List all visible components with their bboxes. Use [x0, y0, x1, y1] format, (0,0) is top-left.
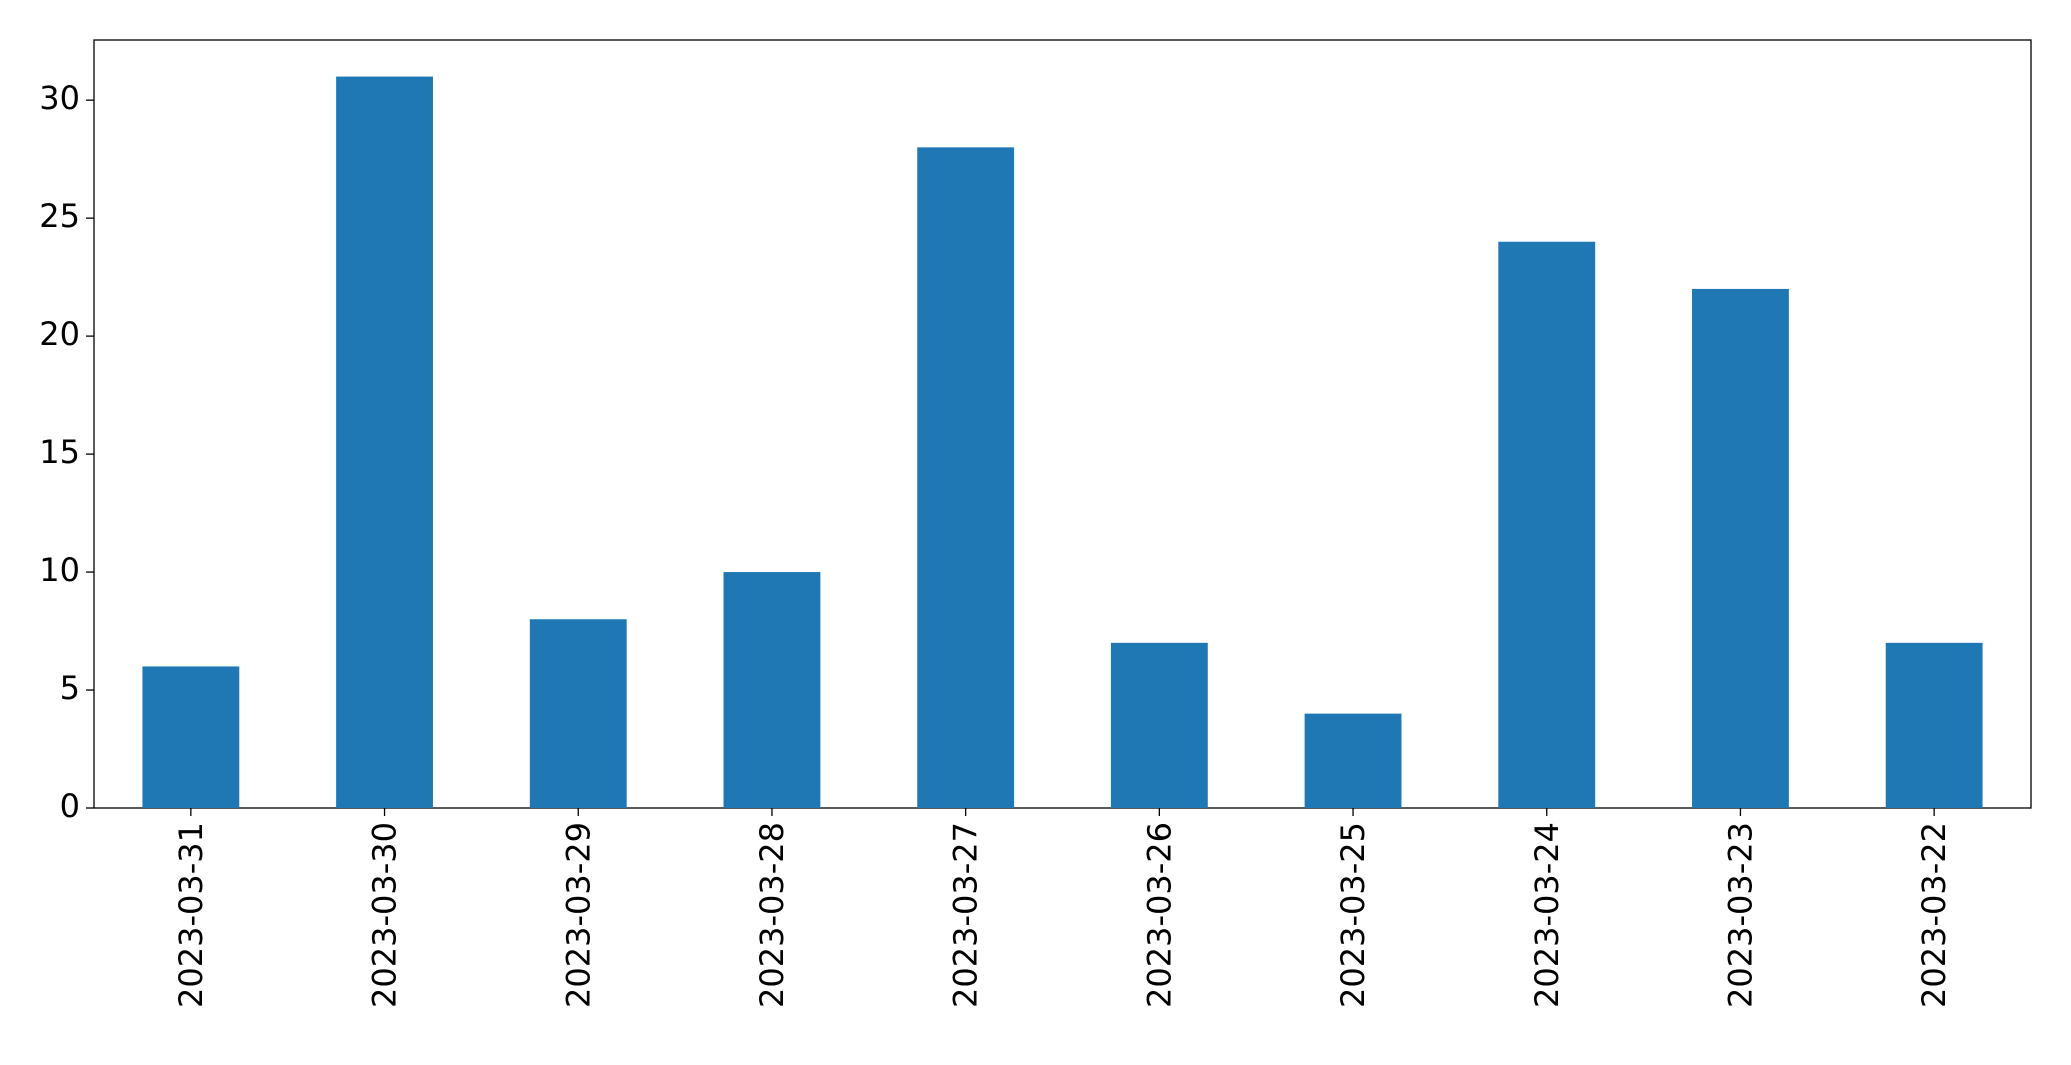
plot-frame — [93, 39, 2032, 809]
bar — [336, 76, 433, 809]
x-tick-label: 2023-03-29 — [559, 822, 597, 1008]
bar — [723, 572, 821, 808]
bar — [1498, 241, 1596, 808]
bar — [1885, 642, 1983, 808]
x-tick-label: 2023-03-27 — [947, 822, 985, 1008]
x-tick-label: 2023-03-30 — [366, 822, 404, 1008]
y-tick-label: 5 — [60, 669, 80, 707]
x-tick-label: 2023-03-24 — [1528, 822, 1566, 1008]
y-tick-label: 0 — [60, 787, 80, 825]
bar — [529, 619, 627, 808]
x-tick-label: 2023-03-23 — [1721, 822, 1759, 1008]
y-tick-label: 10 — [39, 551, 80, 589]
y-tick-label: 20 — [39, 315, 80, 353]
bar — [1304, 713, 1402, 808]
bar — [1692, 288, 1789, 809]
bar — [1110, 642, 1208, 808]
x-tick-label: 2023-03-31 — [172, 822, 210, 1008]
bar — [142, 666, 240, 808]
y-tick-label: 15 — [39, 433, 80, 471]
x-tick-label: 2023-03-28 — [753, 822, 791, 1008]
y-tick-label: 30 — [39, 79, 80, 117]
y-tick-label: 25 — [39, 197, 80, 235]
x-tick-label: 2023-03-26 — [1140, 822, 1178, 1008]
x-tick-label: 2023-03-25 — [1334, 822, 1372, 1008]
bar — [917, 147, 1015, 808]
x-tick-label: 2023-03-22 — [1915, 822, 1953, 1008]
